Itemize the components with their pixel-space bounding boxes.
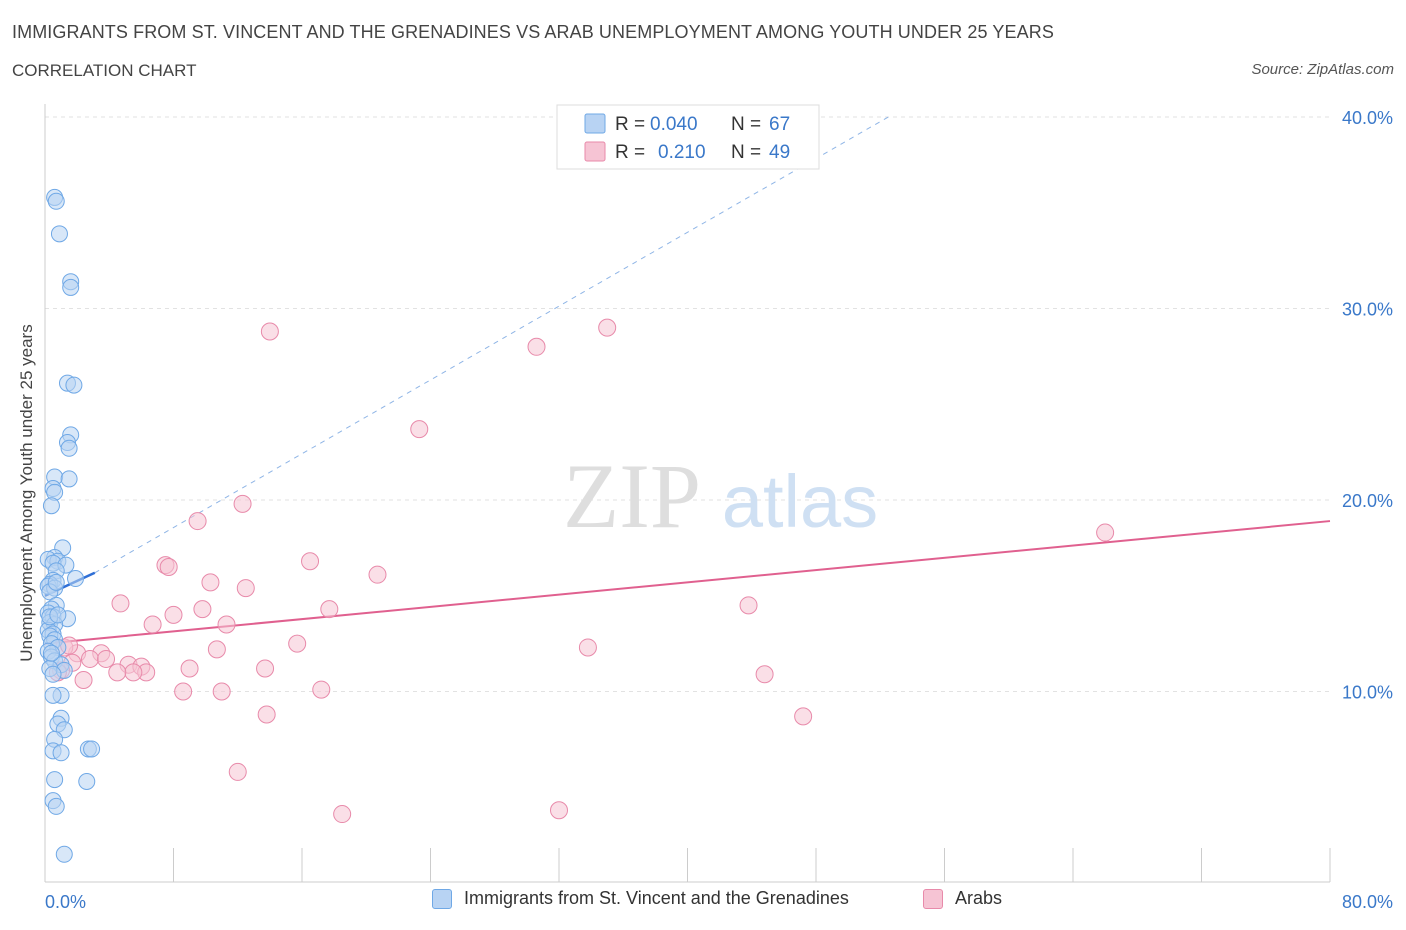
- data-point-arabs: [164, 605, 183, 624]
- data-point-arabs: [217, 615, 236, 634]
- legend-label-immigrants: Immigrants from St. Vincent and the Gren…: [464, 888, 849, 908]
- data-point-arabs: [320, 600, 339, 619]
- legend-r-value: 0.040: [650, 114, 698, 135]
- tick-labels: 10.0% 20.0% 30.0% 40.0% 0.0% 80.0%: [45, 108, 1393, 912]
- data-point-arabs: [368, 565, 387, 584]
- y-tick-label: 20.0%: [1342, 491, 1393, 511]
- data-point-arabs: [159, 558, 178, 577]
- data-point-arabs: [143, 615, 162, 634]
- data-point-arabs: [236, 579, 255, 598]
- data-point-arabs: [188, 512, 207, 531]
- data-point-arabs: [333, 805, 352, 824]
- data-point-arabs: [260, 322, 279, 341]
- data-point-arabs: [739, 596, 758, 615]
- data-point-arabs: [598, 318, 617, 337]
- chart-subtitle: CORRELATION CHART: [12, 61, 197, 80]
- data-point-immigrants: [42, 497, 60, 515]
- data-point-immigrants: [44, 686, 62, 704]
- data-point-arabs: [1096, 523, 1115, 542]
- data-point-arabs: [207, 640, 226, 659]
- data-point-immigrants: [44, 665, 62, 683]
- legend-swatch-blue: [432, 888, 452, 909]
- data-point-immigrants: [42, 644, 60, 662]
- x-tick-label: 0.0%: [45, 892, 86, 912]
- legend-swatch-pink: [923, 888, 943, 909]
- y-tick-label: 40.0%: [1342, 108, 1393, 128]
- legend-item-immigrants: Immigrants from St. Vincent and the Gren…: [432, 888, 849, 909]
- data-point-arabs: [527, 337, 546, 356]
- data-point-immigrants: [62, 278, 80, 296]
- data-point-arabs: [174, 682, 193, 701]
- data-point-arabs: [312, 680, 331, 699]
- legend-n-label: N =: [731, 114, 761, 135]
- data-point-immigrants: [78, 773, 96, 791]
- axes: [44, 104, 1331, 883]
- data-point-arabs: [80, 649, 99, 668]
- data-point-arabs: [288, 634, 307, 653]
- data-point-immigrants: [50, 225, 68, 243]
- data-point-arabs: [794, 707, 813, 726]
- watermark-atlas: atlas: [722, 460, 878, 543]
- legend: R = 0.040 N = 67 R = 0.210 N = 49: [556, 104, 820, 170]
- trend-line-immigrants-extension: [94, 116, 889, 574]
- data-point-arabs: [257, 705, 276, 724]
- data-point-immigrants: [55, 845, 73, 863]
- data-point-immigrants: [47, 797, 65, 815]
- data-point-immigrants: [67, 570, 85, 588]
- data-point-arabs: [301, 552, 320, 571]
- trend-line-arabs: [44, 520, 1331, 645]
- data-point-arabs: [256, 659, 275, 678]
- data-point-arabs: [97, 649, 116, 668]
- data-point-arabs: [201, 573, 220, 592]
- data-point-arabs: [193, 600, 212, 619]
- data-point-arabs: [124, 663, 143, 682]
- legend-swatch-blue: [584, 113, 606, 134]
- chart-title: IMMIGRANTS FROM ST. VINCENT AND THE GREN…: [12, 22, 1054, 42]
- legend-item-arabs: Arabs: [923, 888, 1002, 909]
- data-point-immigrants: [46, 771, 64, 789]
- data-point-arabs: [578, 638, 597, 657]
- data-point-arabs: [111, 594, 130, 613]
- data-points: [39, 188, 1115, 863]
- legend-swatch-pink: [584, 141, 606, 162]
- data-point-arabs: [74, 671, 93, 690]
- data-point-immigrants: [65, 376, 83, 394]
- data-point-arabs: [212, 682, 231, 701]
- data-point-arabs: [550, 801, 568, 820]
- data-point-arabs: [755, 665, 774, 684]
- data-point-immigrants: [83, 740, 101, 758]
- watermark: ZIP atlas: [563, 445, 878, 547]
- legend-r-label: R =: [615, 114, 645, 135]
- legend-n-label: N =: [731, 142, 761, 163]
- legend-n-value: 49: [769, 142, 790, 163]
- data-point-immigrants: [60, 439, 78, 457]
- data-point-immigrants: [60, 470, 78, 488]
- source-label: Source: ZipAtlas.com: [1251, 61, 1394, 78]
- data-point-immigrants: [49, 606, 67, 624]
- gridlines: [45, 116, 1330, 692]
- data-point-arabs: [108, 663, 127, 682]
- data-point-arabs: [228, 762, 247, 781]
- bottom-legend: Immigrants from St. Vincent and the Gren…: [0, 888, 1406, 916]
- y-tick-label: 30.0%: [1342, 300, 1393, 320]
- data-point-arabs: [180, 659, 199, 678]
- legend-label-arabs: Arabs: [955, 888, 1003, 908]
- data-point-immigrants: [52, 744, 70, 762]
- legend-r-label: R =: [615, 142, 645, 163]
- legend-r-value: 0.210: [658, 142, 706, 163]
- data-point-immigrants: [47, 573, 65, 591]
- data-point-arabs: [410, 420, 429, 439]
- data-point-arabs: [233, 494, 252, 513]
- y-tick-label: 10.0%: [1342, 683, 1393, 703]
- trend-lines: [44, 116, 1331, 645]
- data-point-immigrants: [47, 192, 65, 210]
- x-tick-label: 80.0%: [1342, 892, 1393, 912]
- watermark-zip: ZIP: [563, 445, 701, 547]
- legend-n-value: 67: [769, 114, 790, 135]
